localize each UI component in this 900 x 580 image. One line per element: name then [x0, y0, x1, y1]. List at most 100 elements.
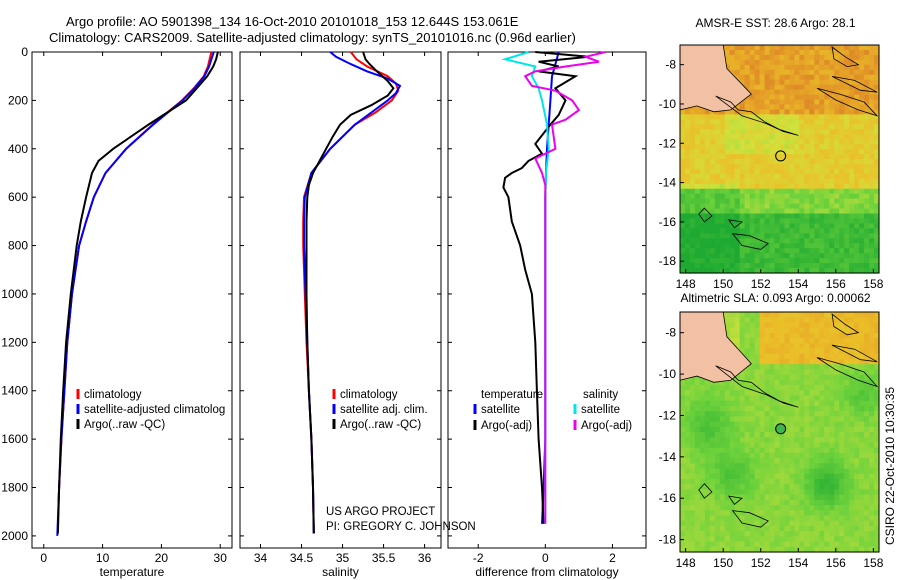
heatmap-cell [819, 178, 825, 185]
heatmap-cell [869, 134, 875, 140]
heatmap-cell [739, 405, 746, 412]
heatmap-cell [854, 364, 860, 370]
heatmap-cell [819, 426, 825, 433]
heatmap-cell [794, 139, 800, 145]
heatmap-cell [819, 258, 825, 264]
heatmap-cell [704, 390, 711, 397]
heatmap-cell [739, 332, 746, 339]
heatmap-cell [779, 45, 786, 51]
heatmap-cell [699, 253, 706, 259]
heatmap-cell [824, 149, 830, 155]
heatmap-cell [754, 489, 761, 496]
heatmap-cell [829, 119, 835, 125]
heatmap-cell [694, 421, 701, 428]
heatmap-cell [799, 168, 805, 175]
heatmap-cell [824, 94, 830, 101]
heatmap-cell [680, 437, 686, 444]
heatmap-cell [829, 468, 835, 475]
heatmap-cell [874, 149, 880, 155]
heatmap-cell [699, 159, 706, 165]
heatmap-cell [794, 154, 800, 160]
heatmap-cell [779, 173, 786, 180]
heatmap-cell [704, 510, 711, 517]
heatmap-cell [684, 183, 691, 190]
heatmap-cell [754, 421, 761, 428]
plot-frame [447, 51, 647, 549]
heatmap-cell [844, 268, 850, 274]
heatmap-cell [869, 312, 875, 318]
heatmap-cell [869, 400, 875, 407]
legend-header: temperature [481, 389, 543, 401]
heatmap-cell [794, 114, 800, 120]
heatmap-cell [864, 390, 870, 397]
heatmap-cell [739, 134, 746, 140]
heatmap-cell [744, 515, 751, 522]
heatmap-cell [784, 505, 791, 511]
heatmap-cell [749, 203, 756, 210]
heatmap-cell [799, 332, 805, 339]
heatmap-cell [804, 437, 810, 444]
heatmap-cell [864, 84, 870, 91]
heatmap-cell [794, 463, 800, 470]
heatmap-cell [819, 119, 825, 125]
heatmap-cell [714, 253, 721, 259]
heatmap-cell [680, 168, 686, 175]
heatmap-cell [849, 218, 855, 225]
heatmap-cell [864, 510, 870, 517]
heatmap-cell [834, 223, 840, 229]
heatmap-cell [804, 45, 810, 51]
heatmap-cell [774, 338, 781, 344]
heatmap-cell [699, 536, 706, 543]
heatmap-cell [749, 437, 756, 444]
heatmap-cell [694, 238, 701, 244]
heatmap-cell [689, 499, 696, 506]
heatmap-cell [769, 74, 776, 81]
heatmap-cell [739, 312, 746, 318]
heatmap-cell [809, 369, 815, 376]
heatmap-cell [794, 79, 800, 86]
heatmap-cell [684, 129, 691, 135]
heatmap-cell [724, 193, 731, 200]
heatmap-cell [869, 395, 875, 402]
heatmap-cell [839, 458, 845, 464]
heatmap-cell [680, 505, 686, 511]
heatmap-cell [689, 198, 696, 205]
heatmap-cell [859, 468, 865, 475]
heatmap-cell [774, 198, 781, 205]
heatmap-cell [774, 416, 781, 423]
heatmap-cell [809, 109, 815, 115]
heatmap-cell [739, 248, 746, 254]
heatmap-cell [729, 395, 736, 402]
heatmap-cell [874, 395, 880, 402]
x-tick-label: 158 [863, 556, 883, 570]
heatmap-cell [734, 183, 741, 190]
x-tick-label: 34 [254, 551, 268, 565]
heatmap-cell [854, 64, 860, 71]
heatmap-cell [759, 432, 766, 438]
heatmap-cell [729, 223, 736, 229]
heatmap-cell [684, 198, 691, 205]
heatmap-cell [680, 144, 686, 150]
heatmap-cell [839, 139, 845, 145]
heatmap-cell [769, 411, 776, 417]
heatmap-cell [829, 520, 835, 527]
heatmap-cell [809, 54, 815, 61]
heatmap-cell [844, 531, 850, 537]
heatmap-cell [774, 358, 781, 365]
y-tick-label: 1600 [1, 432, 28, 446]
heatmap-cell [699, 473, 706, 480]
heatmap-cell [824, 188, 830, 195]
heatmap-cell [754, 531, 761, 537]
heatmap-cell [854, 447, 860, 454]
heatmap-cell [759, 525, 766, 532]
heatmap-cell [819, 525, 825, 532]
heatmap-cell [849, 531, 855, 537]
heatmap-cell [789, 463, 796, 470]
heatmap-cell [684, 253, 691, 259]
heatmap-cell [824, 348, 830, 355]
heatmap-cell [849, 510, 855, 517]
heatmap-cell [744, 104, 751, 111]
heatmap-cell [689, 494, 696, 501]
heatmap-cell [849, 505, 855, 511]
heatmap-cell [859, 546, 865, 553]
